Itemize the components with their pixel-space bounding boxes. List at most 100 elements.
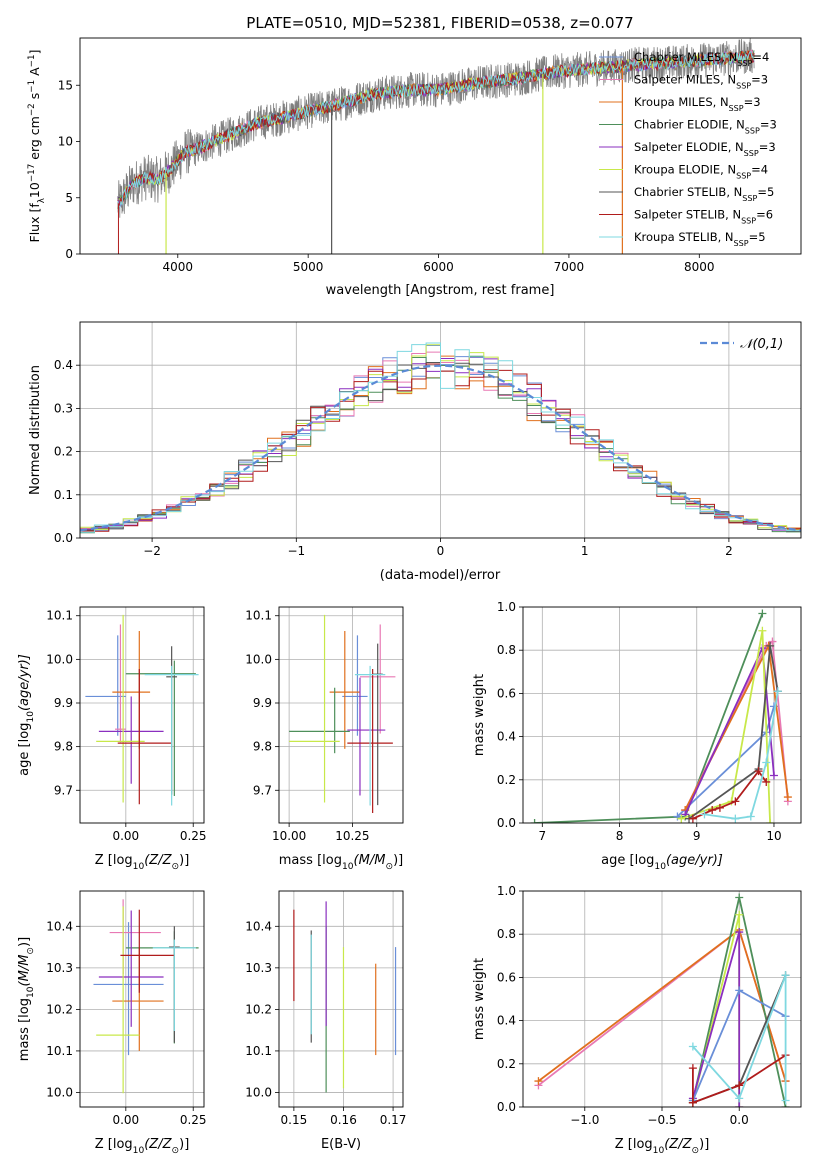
spectrum-plot-area <box>117 38 755 254</box>
x-tick-label: −1 <box>287 544 305 558</box>
x-tick-label: 0.0 <box>730 1113 749 1127</box>
x-axis-label: age [log10(age/yr)] <box>601 853 723 872</box>
weight-line <box>681 630 771 823</box>
spectrum-data-line <box>117 38 755 218</box>
y-tick-label: 10.4 <box>245 919 272 933</box>
weight-marker <box>762 777 771 786</box>
y-tick-label: 10.1 <box>245 1044 272 1058</box>
weight-marker <box>746 812 755 821</box>
weight-marker <box>758 626 767 635</box>
age_vs_mass-plot-area <box>279 607 403 823</box>
weight-marker <box>708 806 717 815</box>
y-tick-label: 0.1 <box>54 488 73 502</box>
age_vs_Z-axes: 0.00 0.25 9.7 9.8 9.9 10.0 10.1 Z [log10(Z/Z⊙)]… <box>17 606 207 872</box>
x-tick-label: 7 <box>538 829 546 843</box>
legend-label: Salpeter STELIB, NSSP=6 <box>634 208 773 226</box>
y-axis-label: Flux [fλ10−17 erg cm−2 s−1 A−1] <box>27 50 47 243</box>
x-tick-label: 1 <box>581 544 589 558</box>
x-tick-label: 4000 <box>163 260 194 274</box>
x-tick-label: 10 <box>766 829 781 843</box>
x-tick-label: −2 <box>143 544 161 558</box>
mass_vs_ebv-plot-area <box>279 891 403 1107</box>
y-tick-label: 9.9 <box>253 696 272 710</box>
weight_vs_age-axes: 7 8 9 10 0.0 0.2 0.4 0.6 0.8 1.0 age [log10(age/yr… <box>472 600 802 872</box>
age_vs_mass-axes: 10.00 10.25 9.7 9.8 9.9 10.0 10.1 mass [log10(M… <box>245 606 404 872</box>
y-tick-label: 0.0 <box>497 816 516 830</box>
spectrum-frame <box>79 37 802 255</box>
x-tick-label: 10.25 <box>335 829 369 843</box>
y-tick-label: 0.6 <box>497 686 516 700</box>
y-tick-label: 9.7 <box>54 783 73 797</box>
x-tick-label: 0 <box>437 544 445 558</box>
y-tick-label: 0.8 <box>497 643 516 657</box>
y-tick-label: 9.9 <box>54 696 73 710</box>
y-tick-label: 10.3 <box>46 961 73 975</box>
y-tick-label: 10.2 <box>245 1002 272 1016</box>
legend-label: Kroupa MILES, NSSP=3 <box>634 95 761 113</box>
y-tick-label: 0.3 <box>54 401 73 415</box>
x-tick-label: 5000 <box>293 260 324 274</box>
x-tick-label: 0.17 <box>380 1113 407 1127</box>
weight-marker <box>766 819 775 823</box>
age_vs_Z-plot-area <box>80 607 204 823</box>
x-tick-label: 2 <box>725 544 733 558</box>
y-tick-label: 10.1 <box>46 1044 73 1058</box>
y-tick-label: 0.4 <box>497 1014 516 1028</box>
weight_vs_Z-plot-area <box>523 891 801 1107</box>
x-axis-label: Z [log10(Z/Z⊙)] <box>615 1137 710 1156</box>
weight-marker <box>688 814 697 823</box>
y-tick-label: 9.8 <box>253 740 272 754</box>
y-tick-label: 0.0 <box>54 531 73 545</box>
legend-label: Chabrier MILES, NSSP=4 <box>634 50 769 68</box>
weight-marker <box>735 986 744 995</box>
y-tick-label: 9.8 <box>54 740 73 754</box>
spectrum-legend: Chabrier MILES, NSSP=4 Salpeter MILES, NS… <box>599 50 777 248</box>
y-tick-label: 0 <box>65 247 73 261</box>
x-axis-label: Z [log10(Z/Z⊙)] <box>95 853 190 872</box>
weight-marker <box>781 971 790 980</box>
mass_vs_ebv-frame <box>278 890 404 1108</box>
weight-marker <box>735 1103 744 1107</box>
weight-marker <box>731 814 740 823</box>
weight-marker <box>731 797 740 806</box>
x-tick-label: 0.25 <box>180 829 207 843</box>
x-tick-label: 0.16 <box>330 1113 357 1127</box>
mass_vs_ebv-axes: 0.15 0.16 0.17 10.0 10.1 10.2 10.3 10.4 E(B-V) <box>245 890 407 1152</box>
x-tick-label: 8000 <box>684 260 715 274</box>
weight-marker <box>735 1094 744 1103</box>
y-tick-label: 10 <box>58 135 73 149</box>
legend-label: Chabrier ELODIE, NSSP=3 <box>634 118 777 136</box>
x-tick-label: 9 <box>693 829 701 843</box>
y-tick-label: 0.8 <box>497 927 516 941</box>
weight-line <box>692 931 741 1107</box>
x-tick-label: 8 <box>616 829 624 843</box>
y-tick-label: 10.4 <box>46 919 73 933</box>
legend-label: 𝒩(0,1) <box>740 337 783 352</box>
weight-marker <box>530 819 539 823</box>
y-axis-label: mass [log10(M/M⊙)] <box>17 937 36 1061</box>
x-tick-label: 0.00 <box>112 829 139 843</box>
y-tick-label: 1.0 <box>497 884 516 898</box>
mass_vs_Z-frame <box>79 890 205 1108</box>
age_vs_mass-frame <box>278 606 404 824</box>
y-tick-label: 10.1 <box>245 609 272 623</box>
weight-marker <box>783 793 792 802</box>
residuals-plot-area <box>80 322 801 538</box>
weight-marker <box>735 893 744 902</box>
y-axis-label: age [log10(age/yr)] <box>17 654 36 776</box>
x-tick-label: 10.00 <box>272 829 306 843</box>
y-tick-label: 10.0 <box>245 652 272 666</box>
legend-label: Kroupa ELODIE, NSSP=4 <box>634 163 768 181</box>
x-tick-label: −1.0 <box>570 1113 599 1127</box>
legend-label: Salpeter MILES, NSSP=3 <box>634 73 768 91</box>
weight-marker <box>735 928 744 937</box>
gaussian-curve <box>80 364 801 532</box>
y-tick-label: 9.7 <box>253 783 272 797</box>
weight-line <box>692 974 787 1101</box>
weight-line <box>692 1054 787 1104</box>
y-axis-label: Normed distribution <box>28 365 43 495</box>
weight-marker <box>688 1042 697 1051</box>
residuals-axes: −2 −1 0 1 2 0.0 0.1 0.2 0.3 0.4 𝒩(0,1) (data-model)… <box>28 321 802 583</box>
y-tick-label: 10.3 <box>245 961 272 975</box>
